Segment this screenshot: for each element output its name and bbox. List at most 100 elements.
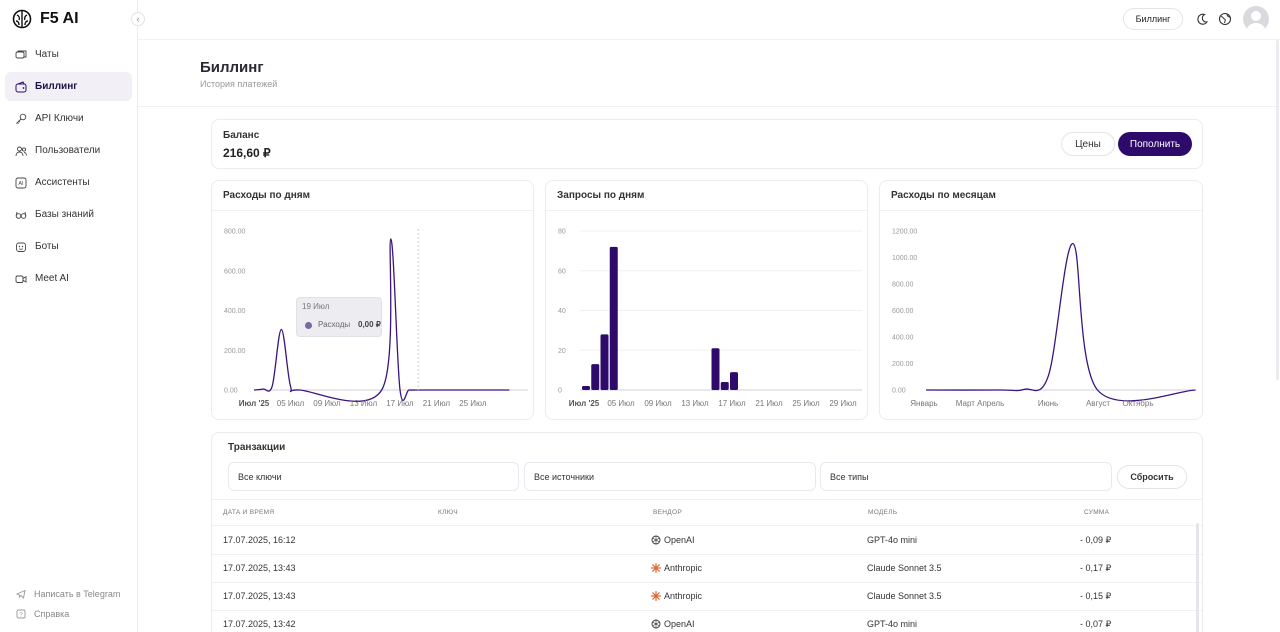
- tooltip-date: 19 Июл: [302, 302, 330, 311]
- column-header-amount[interactable]: СУММА: [1084, 509, 1110, 516]
- cell-amount: - 0,15 ₽: [1080, 590, 1112, 601]
- x-tick-label: 21 Июл: [423, 399, 451, 408]
- balance-label: Баланс: [223, 130, 260, 141]
- sidebar-item-label: Ассистенты: [35, 177, 90, 188]
- help-icon: ?: [16, 609, 26, 619]
- x-tick-label: 09 Июл: [644, 399, 672, 408]
- sources-filter-select[interactable]: Все источники: [524, 462, 816, 491]
- avatar-placeholder-icon: [1246, 11, 1266, 32]
- monthly-spend-chart[interactable]: 0.00 200.00 400.00 600.00 800.00 1000.00 1200.…: [880, 181, 1204, 421]
- sidebar-item-glasses[interactable]: Базы знаний: [5, 200, 132, 229]
- request-bar[interactable]: [730, 372, 738, 390]
- x-tick-label: Июл '25: [239, 399, 270, 408]
- table-row[interactable]: 17.07.2025, 13:43 Anthropic Claude Sonnet …: [212, 554, 1200, 582]
- row-divider: [212, 582, 1202, 583]
- telegram-link[interactable]: Написать в Telegram: [16, 584, 120, 604]
- moon-icon[interactable]: [1195, 12, 1209, 26]
- x-tick-label: 21 Июл: [755, 399, 783, 408]
- reset-filters-button[interactable]: Сбросить: [1117, 465, 1187, 489]
- sidebar-item-wallet[interactable]: Биллинг: [5, 72, 132, 101]
- topup-button[interactable]: Пополнить: [1118, 132, 1192, 156]
- monthly-spend-title: Расходы по месяцам: [891, 190, 996, 201]
- openai-icon: [651, 535, 661, 545]
- request-bar[interactable]: [582, 386, 590, 390]
- request-bar[interactable]: [609, 246, 618, 390]
- y-tick-label: 0: [558, 388, 562, 395]
- y-tick-label: 1200.00: [892, 229, 917, 236]
- brain-logo-icon: [12, 9, 32, 29]
- sidebar-item-users[interactable]: Пользователи: [5, 136, 132, 165]
- x-tick-label: 05 Июл: [607, 399, 635, 408]
- wallet-icon: [15, 80, 27, 93]
- topbar: Биллинг: [138, 0, 1280, 40]
- keys-filter-select[interactable]: Все ключи: [228, 462, 519, 491]
- table-row[interactable]: 17.07.2025, 13:43 Anthropic Claude Sonnet …: [212, 582, 1200, 610]
- sidebar-item-label: API Ключи: [35, 113, 84, 124]
- request-bar[interactable]: [591, 364, 600, 390]
- vendor-name: OpenAI: [664, 535, 695, 545]
- sidebar-item-bot[interactable]: Боты: [5, 232, 132, 261]
- x-tick-label: Август: [1086, 399, 1110, 408]
- video-icon: [15, 273, 27, 285]
- request-bar[interactable]: [711, 348, 720, 390]
- column-header-model[interactable]: МОДЕЛЬ: [868, 509, 898, 516]
- cell-model: Claude Sonnet 3.5: [867, 591, 942, 601]
- help-link-label: Справка: [34, 609, 70, 619]
- daily-requests-title: Запросы по дням: [557, 190, 645, 201]
- cell-amount: - 0,17 ₽: [1080, 562, 1112, 573]
- billing-balance-button[interactable]: Биллинг: [1123, 8, 1183, 30]
- help-link[interactable]: ? Справка: [16, 604, 120, 624]
- request-bar[interactable]: [600, 334, 609, 390]
- cell-vendor: OpenAI: [651, 526, 695, 554]
- column-header-key[interactable]: КЛЮЧ: [438, 509, 458, 516]
- sidebar-item-chats[interactable]: Чаты: [5, 40, 132, 69]
- cell-datetime: 17.07.2025, 16:12: [223, 535, 296, 545]
- row-divider: [212, 610, 1202, 611]
- logo[interactable]: F5 AI: [12, 9, 79, 29]
- transactions-title: Транзакции: [228, 442, 286, 453]
- sidebar-item-ai-assistant[interactable]: AI Ассистенты: [5, 168, 132, 197]
- daily-requests-chart[interactable]: 0 20 40 60 80 Июл '25 05 Июл 09 Июл 13 Июл 17 Июл…: [546, 181, 869, 421]
- chart-tooltip: 19 Июл Расходы 0,00 ₽: [296, 297, 382, 337]
- monthly-spend-line[interactable]: [925, 242, 1196, 402]
- prices-button[interactable]: Цены: [1061, 132, 1115, 156]
- y-tick-label: 0.00: [892, 388, 906, 395]
- request-bar[interactable]: [720, 382, 729, 390]
- x-tick-label: 09 Июл: [313, 399, 341, 408]
- y-tick-label: 800.00: [892, 282, 914, 289]
- table-row[interactable]: 17.07.2025, 13:42 OpenAI GPT-4o mini - 0,07…: [212, 610, 1200, 632]
- table-scrollbar[interactable]: [1196, 523, 1199, 632]
- y-tick-label: 20: [558, 348, 566, 355]
- tooltip-value: 0,00 ₽: [358, 320, 381, 329]
- y-tick-label: 1000.00: [892, 255, 917, 262]
- cell-datetime: 17.07.2025, 13:42: [223, 619, 296, 629]
- collapse-sidebar-button[interactable]: ‹: [131, 12, 145, 26]
- balance-value: 216,60 ₽: [223, 146, 271, 160]
- daily-spend-chart[interactable]: 0.00 200.00 400.00 600.00 800.00 Июл '25 05 Ию…: [212, 181, 535, 421]
- y-tick-label: 60: [558, 268, 566, 275]
- user-avatar[interactable]: [1243, 6, 1269, 32]
- y-tick-label: 400.00: [892, 335, 914, 342]
- tooltip-series-dot: [305, 322, 312, 329]
- column-header-datetime[interactable]: ДАТА И ВРЕМЯ: [223, 509, 275, 516]
- cell-vendor: OpenAI: [651, 610, 695, 632]
- telegram-link-label: Написать в Telegram: [34, 589, 121, 599]
- cell-model: GPT-4o mini: [867, 619, 918, 629]
- sidebar-item-video[interactable]: Meet AI: [5, 264, 132, 293]
- telegram-icon: [16, 589, 26, 599]
- sidebar-item-key[interactable]: API Ключи: [5, 104, 132, 133]
- types-filter-select[interactable]: Все типы: [820, 462, 1112, 491]
- page-scrollbar[interactable]: [1276, 40, 1279, 380]
- globe-icon[interactable]: [1218, 12, 1232, 26]
- card-divider: [880, 210, 1202, 211]
- spend-series-line[interactable]: [253, 238, 510, 402]
- y-tick-label: 800.00: [224, 229, 246, 236]
- x-tick-label: Июл '25: [569, 399, 600, 408]
- table-row[interactable]: 17.07.2025, 16:12 OpenAI GPT-4o mini - 0,09…: [212, 526, 1200, 554]
- anthropic-icon: [651, 563, 661, 573]
- cell-datetime: 17.07.2025, 13:43: [223, 591, 296, 601]
- sidebar-nav: Чаты Биллинг API Ключи Пользователи AI Ассист…: [5, 40, 132, 296]
- header-divider: [138, 106, 1280, 107]
- svg-text:?: ?: [19, 613, 23, 619]
- column-header-vendor[interactable]: ВЕНДОР: [653, 509, 682, 516]
